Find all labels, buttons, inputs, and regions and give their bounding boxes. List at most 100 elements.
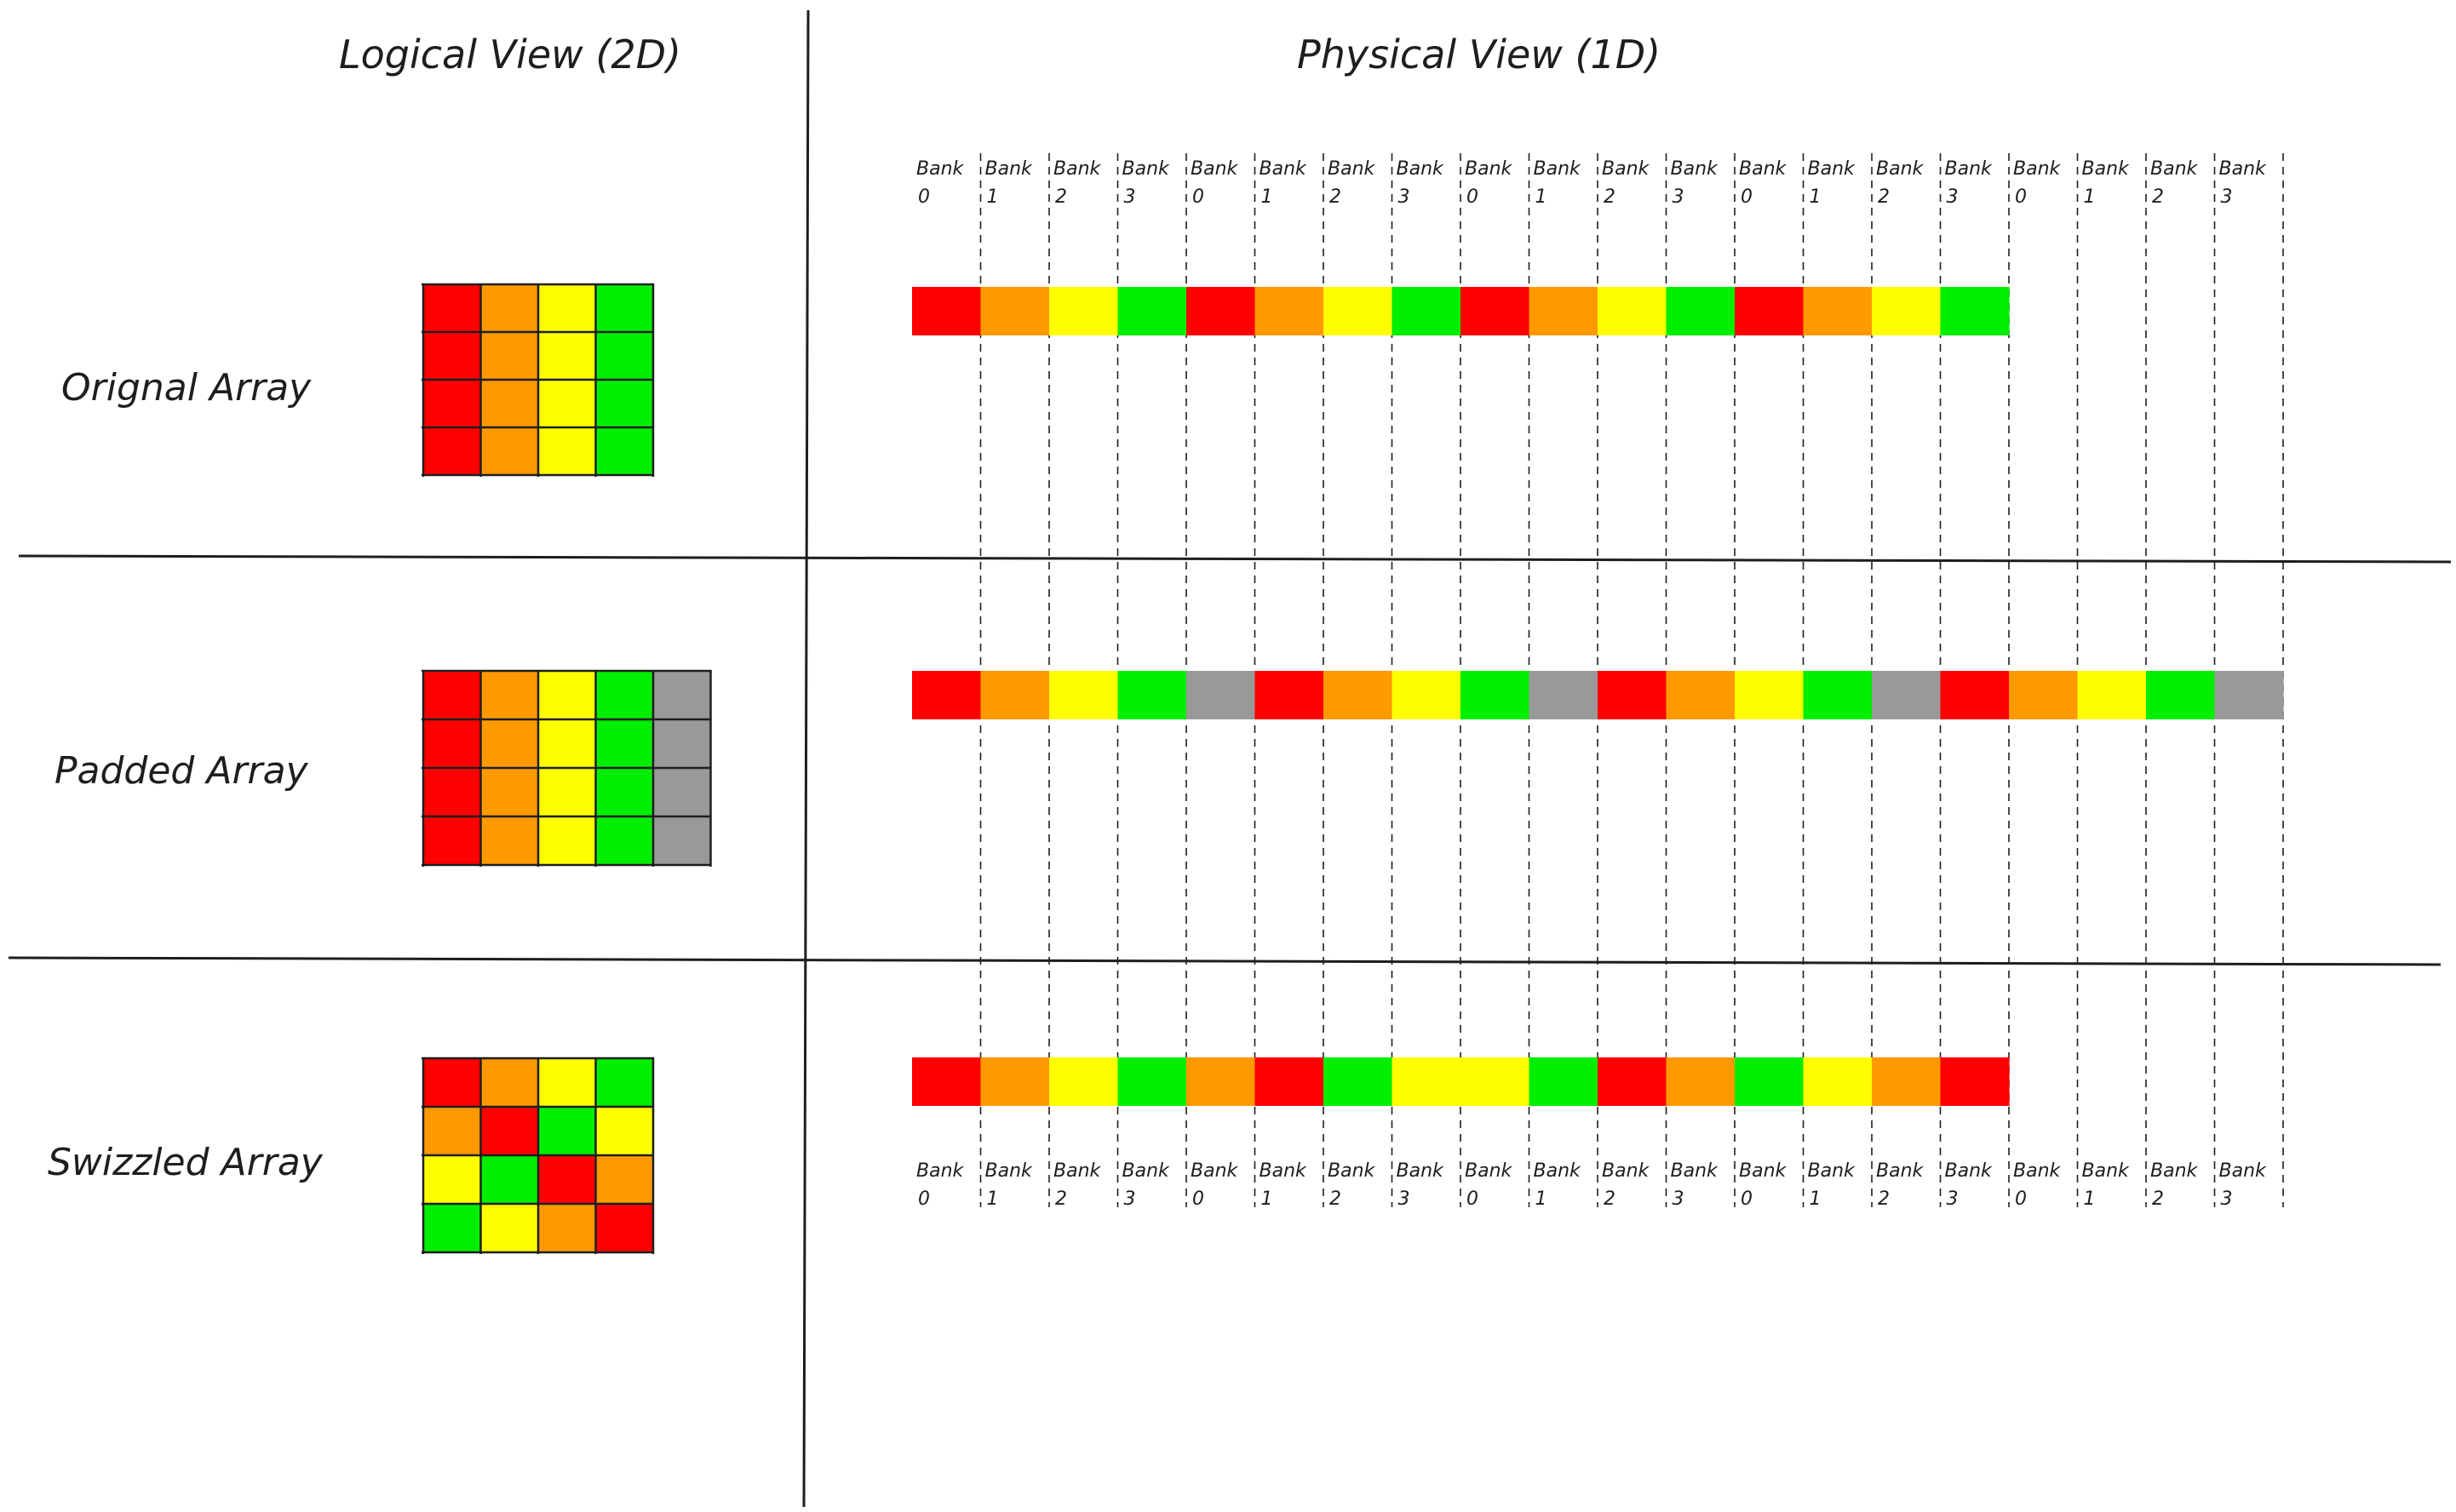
strip-cell <box>1392 671 1461 719</box>
bank-label-number: 3 <box>1398 1188 1410 1210</box>
strip-cell <box>2009 671 2079 719</box>
bank-label-word: Bank <box>2219 1160 2268 1182</box>
bank-label-number: 0 <box>1741 186 1753 208</box>
bank-label-word: Bank <box>1671 1160 1719 1182</box>
grid-cell <box>595 671 653 719</box>
bank-label-word: Bank <box>1808 1160 1856 1182</box>
bank-label-number: 3 <box>1947 186 1959 208</box>
grid-cell <box>653 719 711 768</box>
row-label-padded: Padded Array <box>55 749 309 793</box>
strip-cell <box>912 287 982 335</box>
grid-cell <box>480 1107 538 1155</box>
strip-cell <box>1117 671 1187 719</box>
grid-cell <box>538 671 596 719</box>
strip-cell <box>1392 1057 1461 1106</box>
logical-view-header: Logical View (2D) <box>339 32 681 77</box>
bank-label-number: 1 <box>2084 186 2096 208</box>
strip-cell <box>1598 1057 1667 1106</box>
strip-cell <box>1117 1057 1187 1106</box>
grid-cell <box>595 719 653 768</box>
bank-label-number: 2 <box>1329 1188 1341 1210</box>
bank-label-number: 1 <box>987 1188 999 1210</box>
grid-cell <box>595 332 653 380</box>
bank-label-word: Bank <box>985 1160 1034 1182</box>
grid-cell <box>423 719 481 768</box>
bank-label-word: Bank <box>1671 158 1719 180</box>
bank-label-word: Bank <box>2150 1160 2199 1182</box>
grid-cell <box>480 1204 538 1252</box>
strip-cell <box>1735 671 1805 719</box>
grid-cell <box>538 816 596 865</box>
grid-cell <box>480 380 538 427</box>
strip-cell <box>1598 671 1667 719</box>
grid-cell <box>538 1155 596 1204</box>
bank-label-number: 2 <box>1329 186 1341 208</box>
swizzled-array-grid <box>422 1057 655 1254</box>
bank-label-word: Bank <box>2082 158 2131 180</box>
grid-cell <box>480 332 538 380</box>
bank-label-word: Bank <box>1739 158 1787 180</box>
strip-cell <box>1254 287 1324 335</box>
grid-cell <box>595 380 653 427</box>
grid-cell <box>423 671 481 719</box>
padded-array-strip <box>912 671 2284 719</box>
bank-label-word: Bank <box>1191 1160 1239 1182</box>
grid-cell <box>595 1155 653 1204</box>
bank-label-number: 0 <box>918 186 930 208</box>
strip-cell <box>1735 1057 1805 1106</box>
bank-label-word: Bank <box>1534 158 1582 180</box>
bank-label-word: Bank <box>1122 1160 1171 1182</box>
grid-cell <box>423 1204 481 1252</box>
original-array-grid <box>422 283 655 477</box>
row-label-original: Orignal Array <box>61 366 312 410</box>
bank-label-number: 0 <box>1741 1188 1753 1210</box>
bank-label-word: Bank <box>1053 1160 1102 1182</box>
bank-label-word: Bank <box>1945 1160 1994 1182</box>
strip-cell <box>1186 1057 1256 1106</box>
bank-label-word: Bank <box>916 158 965 180</box>
bank-label-number: 3 <box>1124 186 1136 208</box>
strip-cell <box>1460 1057 1530 1106</box>
bank-label-word: Bank <box>2013 158 2062 180</box>
strip-cell <box>1529 1057 1598 1106</box>
bank-label-word: Bank <box>1397 158 1445 180</box>
bank-label-number: 0 <box>2015 1188 2027 1210</box>
strip-cell <box>1666 671 1736 719</box>
grid-cell <box>480 1155 538 1204</box>
bank-labels-top: Bank 0 Bank 1 Bank 2 Bank 3 Bank 0 Bank 1 Bank 2 Bank 3… <box>916 158 2267 208</box>
bank-label-number: 1 <box>1535 1188 1547 1210</box>
grid-cell <box>538 1058 596 1107</box>
grid-cell <box>480 719 538 768</box>
bank-label-word: Bank <box>2082 1160 2131 1182</box>
strip-cell <box>1872 287 1942 335</box>
bank-boundary-lines <box>979 153 2284 1207</box>
grid-cell <box>538 284 596 332</box>
bank-label-number: 0 <box>1192 1188 1204 1210</box>
bank-label-word: Bank <box>1876 1160 1925 1182</box>
bank-label-number: 1 <box>1810 1188 1822 1210</box>
bank-label-word: Bank <box>1534 1160 1582 1182</box>
grid-cell <box>423 427 481 475</box>
bank-label-number: 2 <box>1055 186 1067 208</box>
bank-label-number: 1 <box>1535 186 1547 208</box>
grid-cell <box>423 1155 481 1204</box>
bank-label-number: 2 <box>1055 1188 1067 1210</box>
strip-cell <box>1803 1057 1873 1106</box>
strip-cell <box>1872 1057 1942 1106</box>
bank-label-number: 2 <box>1878 1188 1890 1210</box>
bank-labels-bottom: Bank 0 Bank 1 Bank 2 Bank 3 Bank 0 Bank 1 Bank 2 Bank 3… <box>916 1160 2267 1210</box>
strip-cell <box>1460 287 1530 335</box>
strip-cell <box>1529 287 1598 335</box>
swizzled-array-strip <box>912 1057 2010 1106</box>
horizontal-divider-bottom <box>8 956 2442 966</box>
strip-cell <box>1735 287 1805 335</box>
bank-label-word: Bank <box>2150 158 2199 180</box>
bank-label-number: 3 <box>1947 1188 1959 1210</box>
grid-cell <box>423 1058 481 1107</box>
grid-cell <box>423 284 481 332</box>
grid-cell <box>480 768 538 816</box>
bank-label-number: 0 <box>1466 186 1478 208</box>
bank-label-number: 1 <box>2084 1188 2096 1210</box>
strip-cell <box>1803 671 1873 719</box>
